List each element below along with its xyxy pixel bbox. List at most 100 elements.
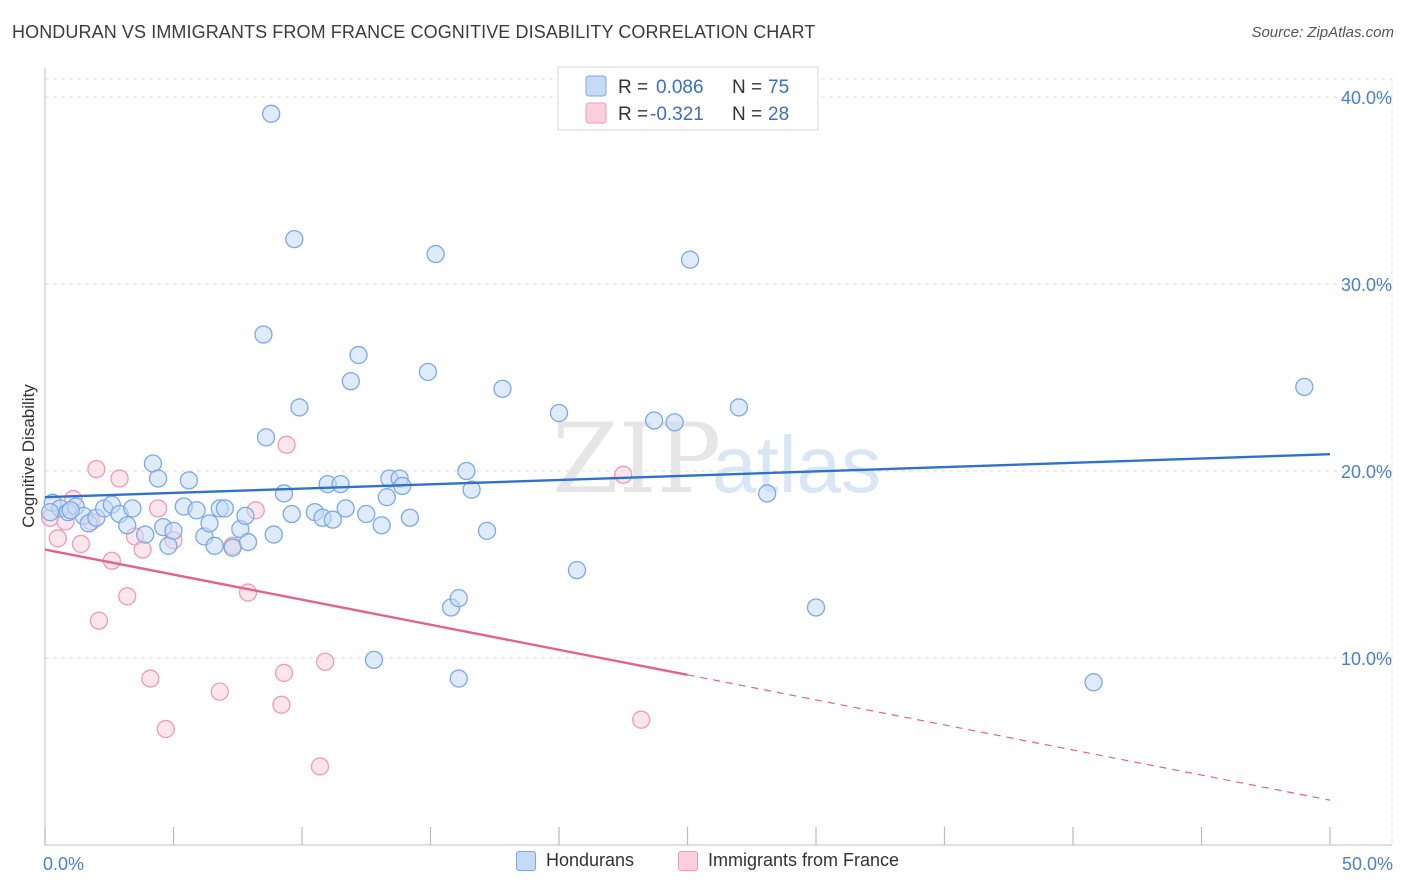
point-honduran <box>477 521 497 540</box>
point-honduran <box>187 501 206 520</box>
tick-labels: 10.0% 20.0% 30.0% 40.0% 0.0% 50.0% <box>43 88 1393 874</box>
watermark-zip: ZIP <box>552 403 721 515</box>
x-tick-label: 0.0% <box>43 854 84 874</box>
legend-r-label-blue: R = <box>618 77 648 98</box>
point-honduran <box>758 484 777 503</box>
point-france <box>272 695 291 714</box>
point-honduran <box>200 514 219 533</box>
legend-bottom: Hondurans Immigrants from France <box>0 850 1406 878</box>
point-honduran <box>285 229 304 249</box>
series-blue-points <box>40 104 1314 692</box>
point-honduran <box>449 589 468 608</box>
y-tick-label: 30.0% <box>1341 275 1392 295</box>
point-france <box>156 719 175 739</box>
legend-n-value-blue: 75 <box>768 77 789 98</box>
point-france <box>110 469 129 488</box>
point-honduran <box>264 525 283 544</box>
trend-line-blue <box>44 452 1331 499</box>
watermark-atlas: atlas <box>712 420 881 509</box>
point-honduran <box>349 345 368 365</box>
point-honduran <box>238 532 258 552</box>
legend-item-france: Immigrants from France <box>678 850 899 871</box>
point-honduran <box>215 499 235 518</box>
point-honduran <box>118 516 137 535</box>
point-france <box>89 611 109 630</box>
point-france <box>238 583 258 602</box>
point-honduran <box>205 536 224 555</box>
trend-line-pink-dashed <box>687 674 1331 801</box>
point-honduran <box>290 398 309 417</box>
legend-swatch-france <box>678 850 698 871</box>
point-honduran <box>426 244 445 264</box>
point-honduran <box>254 325 273 344</box>
point-france <box>310 757 330 776</box>
point-france <box>315 652 335 671</box>
point-honduran <box>262 104 281 123</box>
chart-title: HONDURAN VS IMMIGRANTS FROM FRANCE COGNI… <box>12 22 816 42</box>
point-honduran <box>323 510 342 529</box>
watermark: ZIP atlas <box>552 403 881 515</box>
point-honduran <box>282 504 301 524</box>
point-honduran <box>223 538 242 557</box>
point-honduran <box>40 502 60 522</box>
legend-label-hondurans: Hondurans <box>546 850 635 870</box>
point-honduran <box>377 488 396 507</box>
point-france <box>87 459 106 479</box>
point-france <box>48 529 67 548</box>
point-honduran <box>123 499 142 518</box>
point-honduran <box>61 501 80 520</box>
point-honduran <box>148 469 168 488</box>
legend-swatch-pink <box>585 102 607 124</box>
source-credit: Source: ZipAtlas.com <box>1251 24 1394 41</box>
point-honduran <box>644 411 664 430</box>
point-honduran <box>729 398 749 417</box>
point-honduran <box>164 521 183 540</box>
point-france <box>274 663 294 683</box>
legend-swatch-hondurans <box>516 850 536 871</box>
point-honduran <box>364 650 384 670</box>
point-france <box>614 465 633 484</box>
point-honduran <box>567 560 587 580</box>
legend-top: R = 0.086 N = 75 R = -0.321 N = 28 <box>557 66 819 131</box>
axes <box>44 68 1392 846</box>
point-honduran <box>457 461 476 481</box>
point-honduran <box>806 598 826 617</box>
legend-swatch-blue <box>585 75 607 97</box>
trend-lines <box>44 452 1331 801</box>
point-honduran <box>665 413 684 432</box>
legend-r-value-pink: -0.321 <box>650 104 704 125</box>
legend-label-france: Immigrants from France <box>708 850 900 870</box>
point-honduran <box>1295 377 1314 397</box>
point-honduran <box>449 669 468 688</box>
point-honduran <box>418 362 438 382</box>
point-honduran <box>357 504 376 524</box>
y-tick-label: 10.0% <box>1341 649 1392 669</box>
legend-n-label-blue: N = <box>732 77 762 98</box>
point-honduran <box>256 428 276 447</box>
x-tick-label: 50.0% <box>1342 854 1393 874</box>
point-france <box>141 669 160 688</box>
y-axis-label: Cognitive Disability <box>19 384 38 528</box>
point-france <box>277 435 296 454</box>
point-france <box>148 499 168 518</box>
legend-item-hondurans: Hondurans <box>516 850 634 871</box>
point-honduran <box>462 480 481 499</box>
legend-n-value-pink: 28 <box>768 104 789 125</box>
point-honduran <box>493 379 512 398</box>
legend-n-label-pink: N = <box>732 104 762 125</box>
trend-line-pink <box>44 548 688 677</box>
point-honduran <box>549 403 569 423</box>
y-tick-label: 40.0% <box>1341 88 1392 108</box>
legend-r-label-pink: R = <box>618 104 648 125</box>
point-france <box>71 534 91 554</box>
point-honduran <box>336 499 355 518</box>
legend-r-value-blue: 0.086 <box>656 77 704 98</box>
point-france <box>632 710 651 729</box>
point-france <box>118 587 137 606</box>
point-honduran <box>136 525 155 544</box>
y-tick-label: 20.0% <box>1341 462 1392 482</box>
point-honduran <box>179 471 199 490</box>
point-honduran <box>1084 673 1103 692</box>
point-honduran <box>680 250 700 269</box>
